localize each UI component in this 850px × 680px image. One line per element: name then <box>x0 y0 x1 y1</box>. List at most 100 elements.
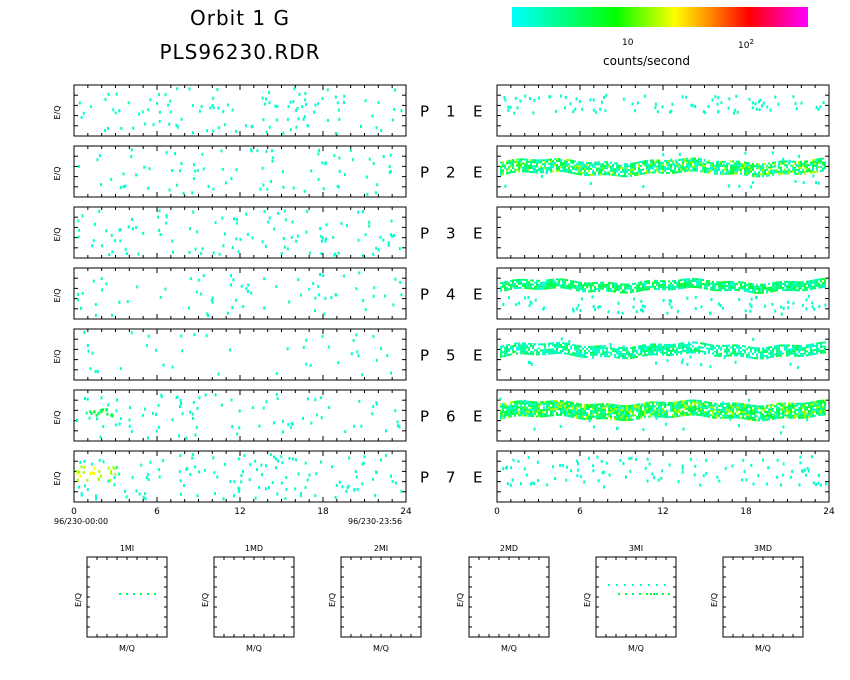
data-cell <box>504 285 506 288</box>
data-cell <box>782 352 784 355</box>
data-cell <box>802 404 804 407</box>
data-cell <box>664 422 667 426</box>
data-cell <box>532 343 535 347</box>
data-cell <box>732 416 734 419</box>
data-cell <box>813 307 816 311</box>
data-cell <box>708 284 710 287</box>
data-cell <box>700 414 702 417</box>
data-cell <box>610 407 612 410</box>
data-cell <box>742 403 744 406</box>
data-cell <box>774 347 776 350</box>
data-cell <box>768 410 770 413</box>
data-cell <box>540 401 542 404</box>
data-cell <box>672 403 674 406</box>
data-cell <box>530 159 532 161</box>
data-cell <box>499 397 502 401</box>
data-cell <box>552 400 554 403</box>
data-cell <box>754 285 756 288</box>
data-cell <box>636 171 638 174</box>
data-cell <box>568 287 570 290</box>
data-cell <box>800 412 802 415</box>
data-cell <box>158 93 161 96</box>
data-cell <box>596 411 598 414</box>
data-cell <box>638 289 640 292</box>
data-cell <box>798 412 800 415</box>
data-cell <box>730 406 732 409</box>
data-cell <box>721 306 724 310</box>
data-cell <box>674 345 676 348</box>
data-cell <box>94 303 97 306</box>
data-cell <box>650 405 652 408</box>
data-cell <box>738 166 740 169</box>
data-cell <box>780 402 782 405</box>
data-cell <box>556 414 558 416</box>
data-cell <box>642 346 644 349</box>
data-cell <box>508 347 510 350</box>
data-cell <box>798 283 800 286</box>
data-cell <box>714 285 716 288</box>
data-cell <box>590 163 592 166</box>
data-cell <box>666 167 668 170</box>
data-cell <box>786 170 788 173</box>
data-cell <box>548 95 551 99</box>
data-cell <box>750 404 752 407</box>
data-cell <box>532 351 534 354</box>
data-cell <box>712 164 714 167</box>
data-cell <box>652 401 654 404</box>
data-cell <box>298 92 301 96</box>
data-cell <box>728 285 730 287</box>
data-cell <box>754 173 756 176</box>
data-cell <box>692 161 694 164</box>
data-cell <box>655 416 658 420</box>
data-cell <box>664 411 666 414</box>
data-cell <box>622 97 625 101</box>
data-cell <box>580 355 582 358</box>
data-cell <box>746 355 748 358</box>
data-cell <box>586 172 588 174</box>
data-cell <box>600 165 602 168</box>
data-cell <box>502 303 505 306</box>
data-cell <box>756 287 758 290</box>
data-cell <box>608 403 610 406</box>
data-cell <box>596 345 598 348</box>
data-cell <box>624 411 626 414</box>
data-cell <box>578 355 580 358</box>
data-cell <box>692 409 694 412</box>
data-cell <box>770 166 772 169</box>
data-cell <box>128 424 131 428</box>
data-cell <box>678 171 680 174</box>
data-cell <box>576 404 578 407</box>
data-cell <box>371 412 374 416</box>
data-cell <box>794 166 796 169</box>
data-cell <box>550 284 552 287</box>
data-cell <box>764 351 766 354</box>
data-cell <box>800 406 802 409</box>
data-cell <box>686 157 688 160</box>
data-cell <box>552 352 554 355</box>
data-cell <box>526 346 528 349</box>
data-cell <box>644 282 646 285</box>
data-cell <box>526 166 528 169</box>
data-cell <box>572 280 574 283</box>
data-cell <box>634 172 636 175</box>
data-cell <box>797 366 800 369</box>
data-cell <box>814 414 816 417</box>
data-cell <box>610 415 612 418</box>
data-cell <box>770 286 772 289</box>
data-cell <box>202 274 205 278</box>
data-cell <box>628 413 630 415</box>
data-cell <box>612 405 614 408</box>
data-cell <box>814 158 816 161</box>
data-cell <box>620 410 622 413</box>
data-cell <box>666 286 668 289</box>
data-cell <box>752 285 754 288</box>
data-cell <box>542 411 544 414</box>
data-cell <box>100 183 102 187</box>
data-cell <box>500 161 502 164</box>
p-panel-frame <box>73 206 407 259</box>
data-cell <box>668 286 670 289</box>
data-cell <box>646 353 648 356</box>
data-cell <box>822 161 824 164</box>
data-cell <box>808 284 810 287</box>
data-cell <box>532 401 534 404</box>
